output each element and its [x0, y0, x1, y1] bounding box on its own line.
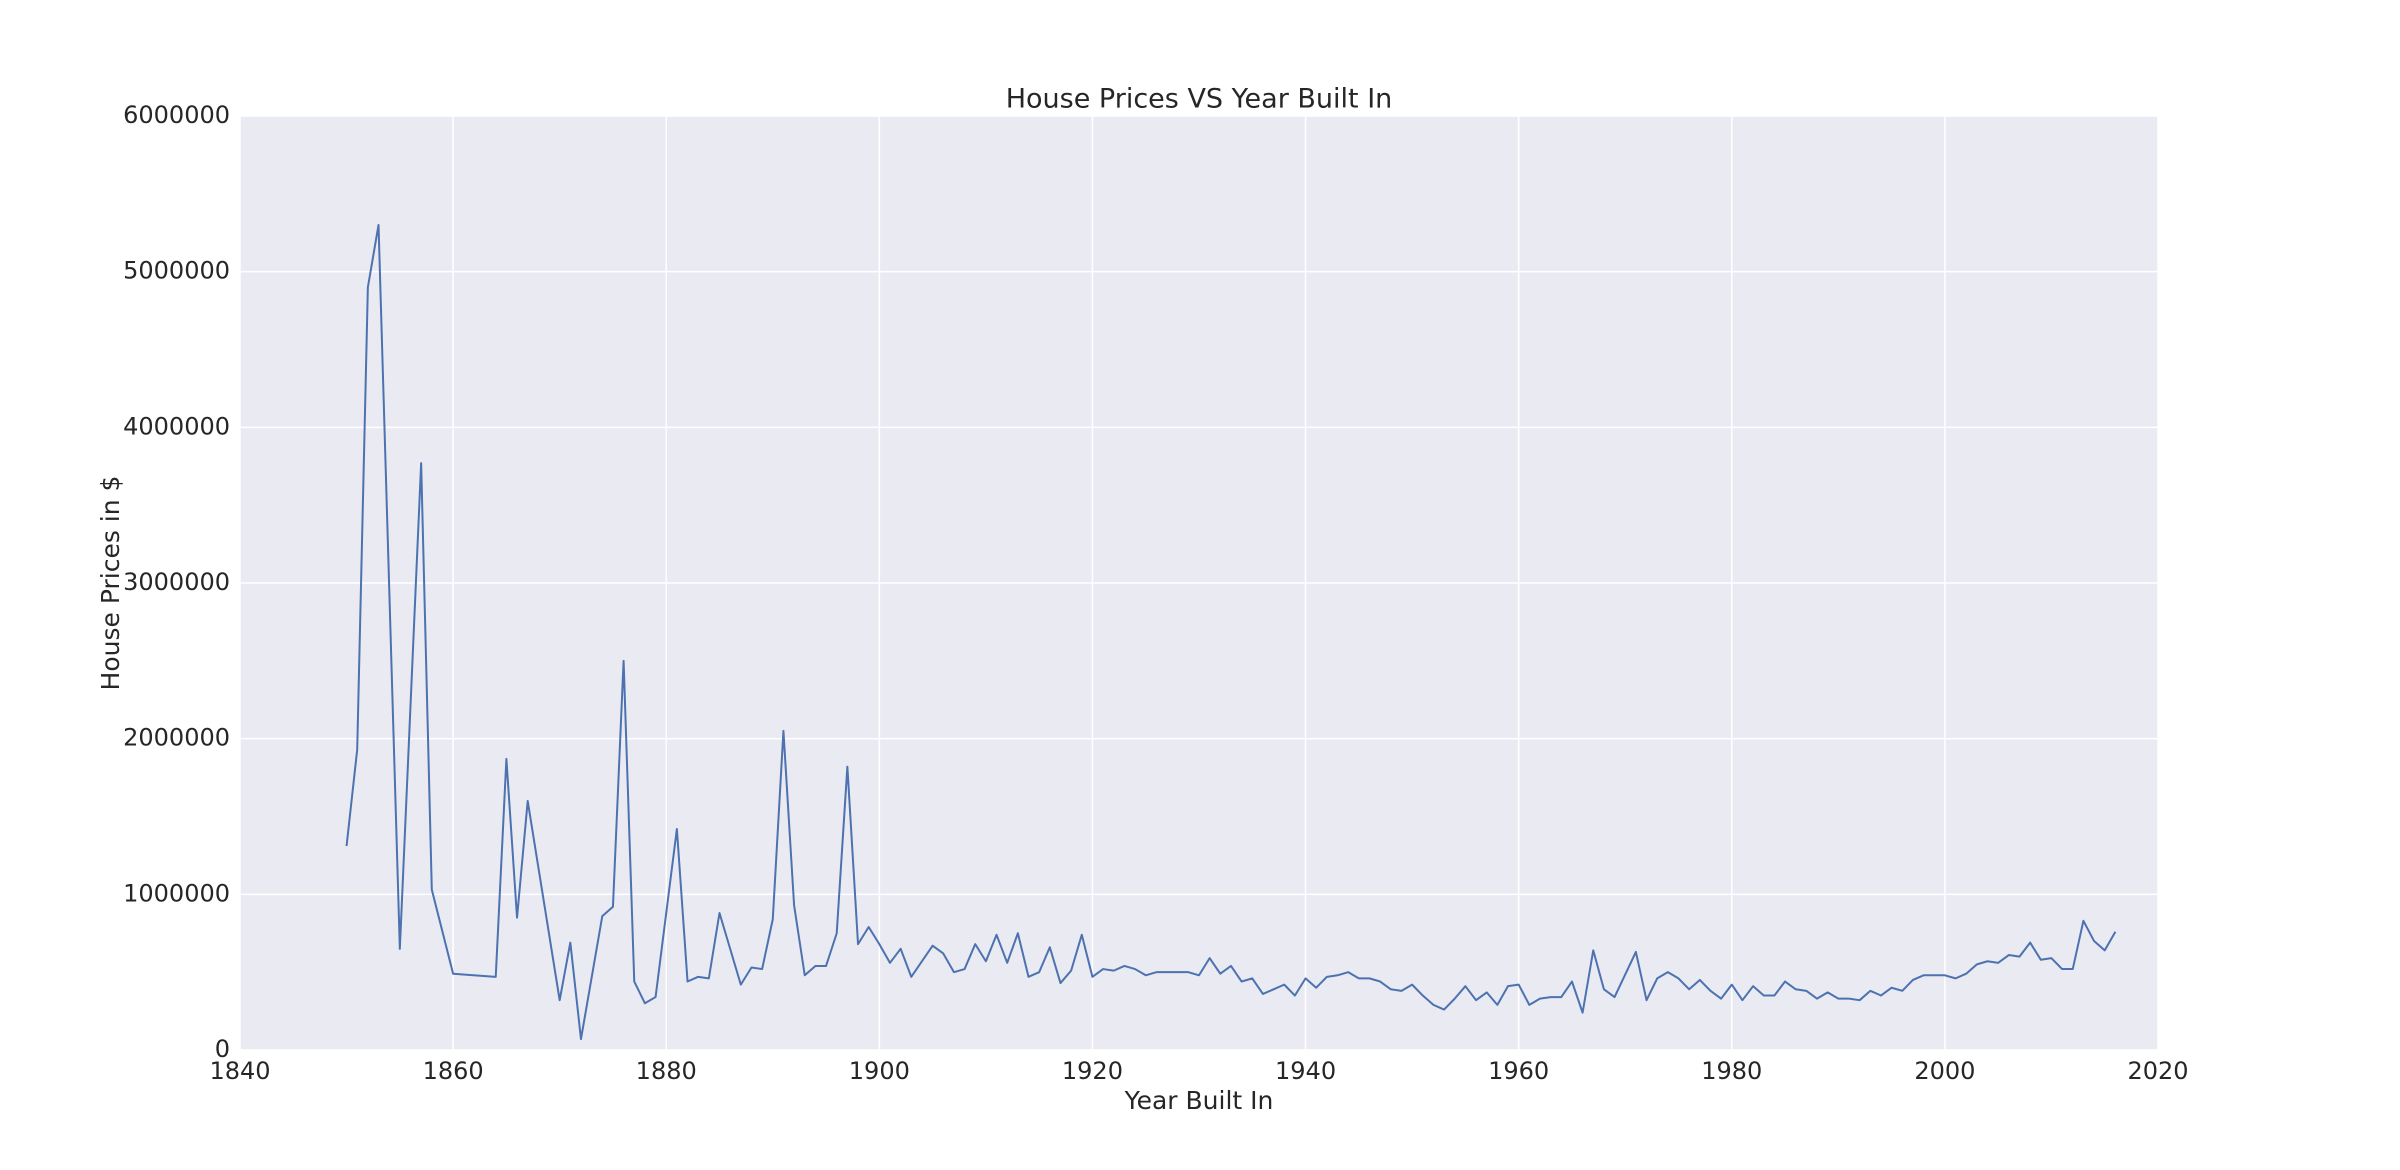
x-tick-label: 1880: [636, 1057, 697, 1085]
grid: [239, 115, 2159, 1051]
x-axis-label: Year Built In: [1124, 1086, 1274, 1115]
x-tick-label: 1860: [423, 1057, 484, 1085]
x-tick-label: 1940: [1275, 1057, 1336, 1085]
y-tick-label: 1000000: [123, 879, 230, 907]
x-tick-label: 2020: [2127, 1057, 2188, 1085]
x-tick-label: 1900: [849, 1057, 910, 1085]
y-tick-label: 2000000: [123, 724, 230, 752]
y-tick-label: 3000000: [123, 568, 230, 596]
x-tick-label: 2000: [1914, 1057, 1975, 1085]
y-tick-label: 5000000: [123, 257, 230, 285]
data-line: [345, 223, 2117, 1041]
y-tick-label: 4000000: [123, 412, 230, 440]
x-tick-label: 1960: [1488, 1057, 1549, 1085]
marks: [345, 223, 2117, 1041]
x-tick-label: 1980: [1701, 1057, 1762, 1085]
y-axis-label: House Prices in $: [96, 476, 125, 691]
y-tick-label: 6000000: [123, 101, 230, 129]
x-tick-label: 1840: [209, 1057, 270, 1085]
chart-title: House Prices VS Year Built In: [1006, 84, 1393, 115]
y-tick-label: 0: [215, 1035, 230, 1063]
x-tick-label: 1920: [1062, 1057, 1123, 1085]
